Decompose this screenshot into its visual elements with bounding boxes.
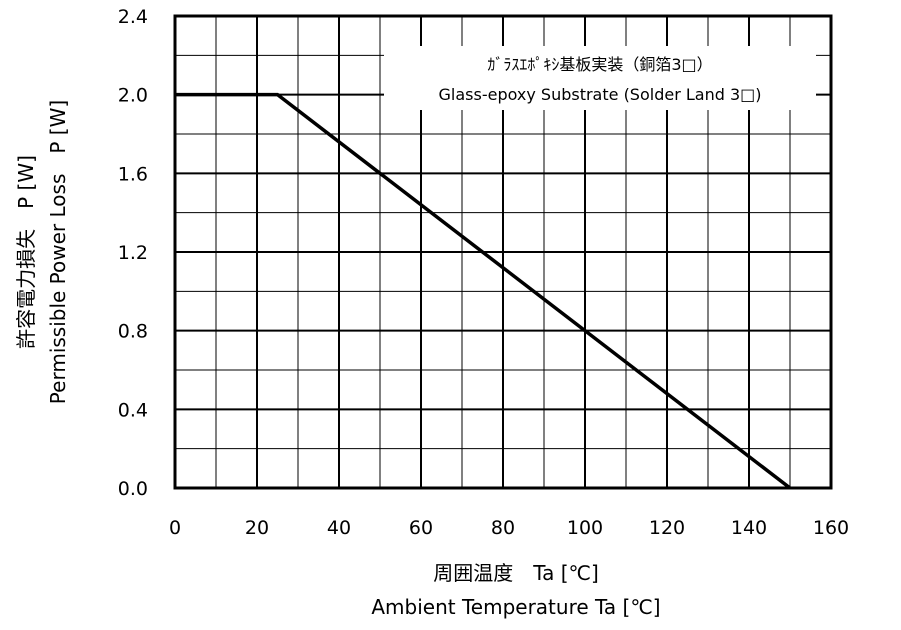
y-tick-label: 2.4 [118, 6, 148, 28]
x-tick-label: 40 [327, 517, 351, 539]
y-tick-label: 0.4 [118, 399, 148, 421]
x-tick-label: 160 [813, 517, 849, 539]
legend-label-en: Glass-epoxy Substrate (Solder Land 3□) [439, 85, 762, 104]
y-axis-title-en: Permissible Power Loss P [W] [46, 100, 70, 404]
y-tick-label: 0.0 [118, 478, 148, 500]
legend: ｶﾞﾗｽｴﾎﾟｷｼ基板実装（銅箔3□） Glass-epoxy Substrat… [384, 46, 816, 110]
y-axis-title-jp: 許容電力損失 P [W] [14, 155, 38, 349]
x-tick-label: 20 [245, 517, 269, 539]
x-tick-label: 120 [649, 517, 685, 539]
legend-label-jp: ｶﾞﾗｽｴﾎﾟｷｼ基板実装（銅箔3□） [487, 55, 712, 74]
x-tick-labels: 0 20 40 60 80 100 120 140 160 [169, 517, 849, 539]
x-tick-label: 0 [169, 517, 181, 539]
x-tick-label: 60 [409, 517, 433, 539]
y-tick-label: 0.8 [118, 321, 148, 343]
x-tick-label: 80 [491, 517, 515, 539]
legend-background [384, 46, 816, 110]
x-axis-title-en: Ambient Temperature Ta [℃] [371, 595, 660, 619]
x-tick-label: 100 [567, 517, 603, 539]
y-tick-label: 1.6 [118, 163, 148, 185]
power-derating-line [175, 92, 792, 490]
y-tick-labels: 0.0 0.4 0.8 1.2 1.6 2.0 2.4 [118, 6, 148, 500]
y-tick-label: 1.2 [118, 242, 148, 264]
x-axis-title-jp: 周囲温度 Ta [℃] [433, 561, 599, 585]
plot-frame [173, 14, 833, 490]
x-tick-label: 140 [731, 517, 767, 539]
y-tick-label: 2.0 [118, 85, 148, 107]
